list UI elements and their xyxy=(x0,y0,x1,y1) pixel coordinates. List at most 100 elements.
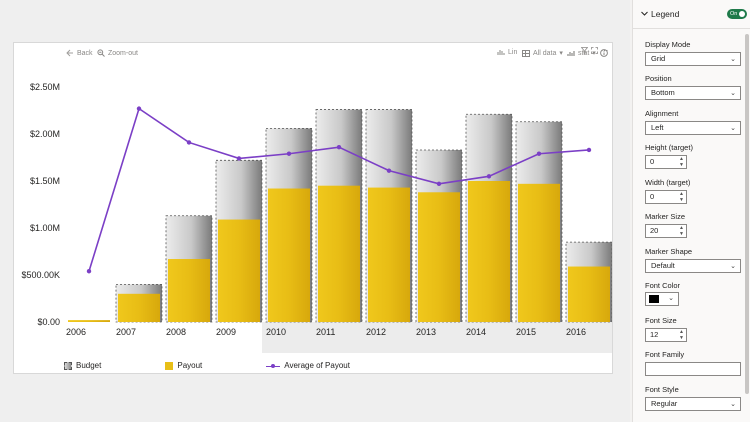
chevron-down-icon: ▾ xyxy=(592,50,596,57)
marker-shape-dropdown[interactable]: Default ⌄ xyxy=(645,259,741,273)
chevron-down-icon xyxy=(641,11,648,16)
zoom-out-label: Zoom-out xyxy=(108,49,138,57)
more-options-icon[interactable] xyxy=(601,41,608,52)
spin-arrows-icon[interactable]: ▲ ▼ xyxy=(679,329,684,341)
y-tick-label: $1.00M xyxy=(30,223,60,233)
spin-arrows-icon[interactable]: ▲ ▼ xyxy=(679,225,684,237)
x-tick-label: 2007 xyxy=(116,327,136,337)
average-point[interactable] xyxy=(286,151,292,156)
display-mode-dropdown[interactable]: Grid ⌄ xyxy=(645,52,741,66)
x-tick-label: 2016 xyxy=(566,327,586,337)
font-size-stepper[interactable]: 12 ▲ ▼ xyxy=(645,328,687,342)
display-mode-label: Display Mode xyxy=(645,40,691,49)
back-button[interactable]: Back xyxy=(66,49,93,57)
x-tick-label: 2013 xyxy=(416,327,436,337)
alignment-label: Alignment xyxy=(645,109,679,118)
payout-bar[interactable] xyxy=(468,181,510,322)
height-stepper[interactable]: 0 ▲ ▼ xyxy=(645,155,687,169)
legend-section-header[interactable]: Legend On xyxy=(633,0,750,29)
spin-arrows-icon[interactable]: ▲ ▼ xyxy=(679,191,684,203)
font-style-label: Font Style xyxy=(645,385,679,394)
font-family-label: Font Family xyxy=(645,350,685,359)
payout-bar[interactable] xyxy=(568,266,610,322)
dropdown-value: Bottom xyxy=(651,88,675,97)
average-point[interactable] xyxy=(136,106,142,111)
zoom-out-button[interactable]: Zoom-out xyxy=(97,49,138,57)
chevron-down-icon: ⌄ xyxy=(730,125,736,132)
payout-bar[interactable] xyxy=(168,259,210,322)
section-title: Legend xyxy=(651,9,680,19)
pane-scrollbar[interactable] xyxy=(745,34,749,394)
legend-item-budget[interactable]: Budget xyxy=(64,361,101,370)
payout-bar[interactable] xyxy=(118,293,160,322)
format-pane: Legend On Display Mode Grid ⌄ Position Bo… xyxy=(632,0,750,422)
average-line-swatch xyxy=(266,362,281,370)
stepper-value: 12 xyxy=(650,330,659,339)
stepper-value: 0 xyxy=(650,157,655,166)
stat-icon xyxy=(567,50,575,56)
average-point[interactable] xyxy=(536,151,542,156)
legend-item-average-of-payout[interactable]: Average of Payout xyxy=(266,361,350,370)
filter-icon[interactable] xyxy=(580,41,589,55)
font-color-label: Font Color xyxy=(645,281,681,290)
visual-header-icons xyxy=(580,41,608,55)
average-point[interactable] xyxy=(336,144,342,150)
stepper-value: 0 xyxy=(650,192,655,201)
info-icon xyxy=(600,49,608,57)
font-family-input[interactable] xyxy=(645,362,741,376)
data-icon xyxy=(522,49,530,57)
chevron-down-icon: ⌄ xyxy=(730,56,736,63)
y-axis: $2.50M $2.00M $1.50M $1.00M $500.00K $0.00 xyxy=(21,82,60,327)
average-point[interactable] xyxy=(386,168,392,173)
marker-shape-label: Marker Shape xyxy=(645,247,693,256)
font-size-label: Font Size xyxy=(645,316,677,325)
x-tick-label: 2011 xyxy=(316,327,335,337)
height-label: Height (target) xyxy=(645,143,693,152)
toggle-knob xyxy=(739,11,745,17)
scale-icon xyxy=(497,50,505,55)
back-arrow-icon xyxy=(66,49,73,57)
legend-item-payout[interactable]: Payout xyxy=(165,361,202,370)
average-payout-series xyxy=(86,106,592,274)
payout-bar[interactable] xyxy=(368,187,410,322)
font-style-dropdown[interactable]: Regular ⌄ xyxy=(645,397,741,411)
dropdown-value: Grid xyxy=(651,54,666,63)
width-stepper[interactable]: 0 ▲ ▼ xyxy=(645,190,687,204)
payout-bar[interactable] xyxy=(418,192,460,322)
payout-bar[interactable] xyxy=(68,320,110,322)
payout-bar[interactable] xyxy=(268,188,310,322)
payout-bar[interactable] xyxy=(218,219,260,322)
y-tick-label: $0.00 xyxy=(37,317,60,327)
payout-bar[interactable] xyxy=(518,183,560,322)
info-button[interactable] xyxy=(600,49,608,57)
average-point[interactable] xyxy=(436,181,442,187)
legend-label: Budget xyxy=(76,361,102,370)
x-tick-label: 2010 xyxy=(266,327,286,337)
x-tick-label: 2009 xyxy=(216,327,236,337)
average-point[interactable] xyxy=(186,140,192,145)
color-swatch xyxy=(649,295,659,303)
position-dropdown[interactable]: Bottom ⌄ xyxy=(645,86,741,100)
font-color-picker[interactable]: ⌄ xyxy=(645,292,679,306)
alignment-dropdown[interactable]: Left ⌄ xyxy=(645,121,741,135)
legend-toggle[interactable]: On xyxy=(727,9,747,19)
average-point[interactable] xyxy=(236,156,242,161)
average-point[interactable] xyxy=(486,174,492,179)
all-data-dropdown[interactable]: All data ▾ xyxy=(522,49,563,57)
lin-label: Lin xyxy=(508,49,518,56)
budget-swatch xyxy=(64,361,72,370)
average-point[interactable] xyxy=(586,147,592,153)
marker-size-stepper[interactable]: 20 ▲ ▼ xyxy=(645,224,687,238)
focus-mode-icon[interactable] xyxy=(591,41,598,54)
combo-chart: $2.50M $2.00M $1.50M $1.00M $500.00K $0.00 20… xyxy=(21,82,612,353)
chart-visual[interactable]: Back Zoom-out Lin All data ▾ stat ▾ xyxy=(13,42,613,374)
payout-bar[interactable] xyxy=(318,185,360,322)
lin-button[interactable]: Lin xyxy=(497,49,517,56)
y-tick-label: $2.00M xyxy=(30,129,60,139)
average-point[interactable] xyxy=(86,269,92,274)
chevron-down-icon: ⌄ xyxy=(730,90,736,97)
back-label: Back xyxy=(77,49,93,57)
spin-arrows-icon[interactable]: ▲ ▼ xyxy=(679,156,684,168)
x-axis-band xyxy=(262,322,612,353)
toggle-label: On xyxy=(730,11,738,17)
